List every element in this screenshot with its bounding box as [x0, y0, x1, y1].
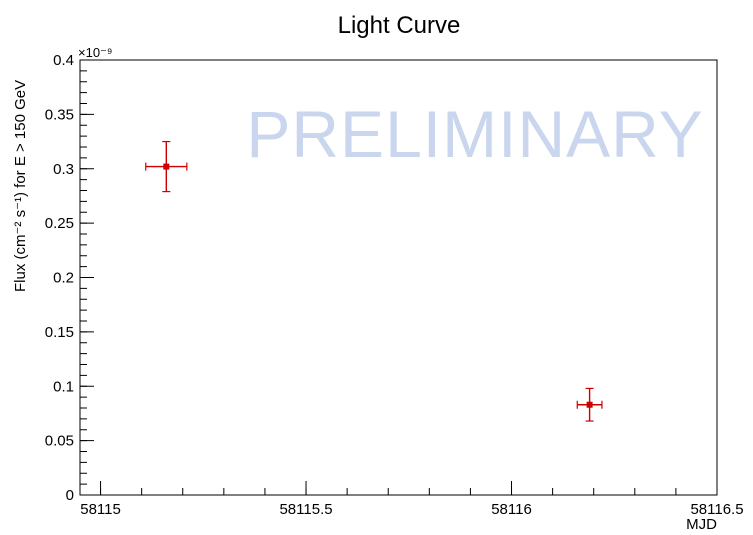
y-tick-label: 0.35: [45, 106, 74, 123]
y-tick-label: 0.25: [45, 215, 74, 232]
y-tick-label: 0.3: [53, 161, 74, 178]
x-axis-title: MJD: [686, 516, 717, 533]
axis-tick-labels: 0 0.05 0.1 0.15 0.2 0.25 0.3 0.35 0.4 58115 58115.…: [45, 52, 744, 518]
data-point: [145, 140, 188, 193]
x-tick-label: 58116: [491, 501, 532, 518]
x-tick-label: 58115: [80, 501, 121, 518]
data-point-marker: [163, 163, 170, 170]
axis-ticks: [80, 59, 718, 496]
y-tick-label: 0.1: [53, 378, 74, 395]
y-axis-title: Flux (cm⁻² s⁻¹) for E > 150 GeV: [12, 80, 29, 292]
x-tick-label: 58115.5: [279, 501, 332, 518]
chart-title: Light Curve: [338, 12, 461, 39]
y-tick-label: 0.4: [53, 52, 74, 69]
data-point-marker: [586, 401, 593, 408]
y-axis-exponent-label: ×10⁻⁹: [78, 45, 112, 60]
y-tick-label: 0: [66, 487, 74, 504]
y-tick-label: 0.05: [45, 433, 74, 450]
data-point: [576, 387, 603, 422]
x-tick-label: 58116.5: [690, 501, 743, 518]
preliminary-watermark: PRELIMINARY: [246, 97, 703, 171]
data-points: [145, 140, 603, 422]
y-tick-label: 0.2: [53, 270, 74, 287]
y-tick-label: 0.15: [45, 324, 74, 341]
